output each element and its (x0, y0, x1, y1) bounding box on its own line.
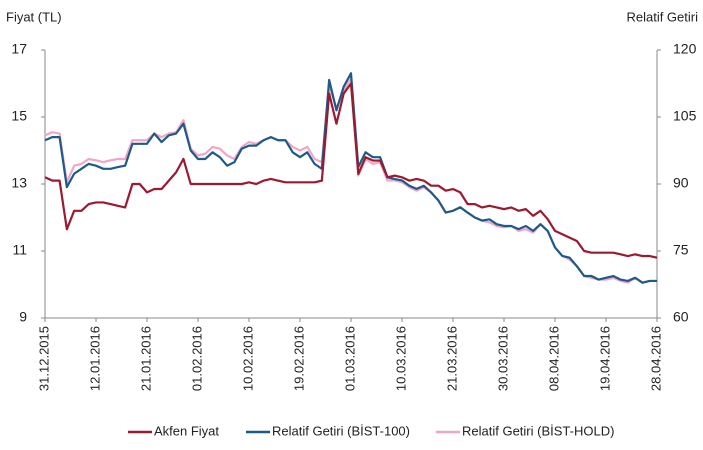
x-tick-label: 01.02.2016 (189, 326, 204, 391)
series-line (44, 82, 658, 259)
y-tick-label: 11 (12, 242, 27, 258)
x-tick-label: 28.04.2016 (648, 326, 663, 391)
legend-label: Relatif Getiri (BİST-HOLD) (462, 423, 614, 438)
y-tick-label: 13 (11, 175, 27, 191)
x-tick-label: 21.01.2016 (138, 326, 153, 391)
x-tick-label: 12.01.2016 (87, 326, 102, 391)
x-tick-label: 10.03.2016 (393, 326, 408, 391)
x-tick-label: 19.02.2016 (291, 326, 306, 391)
series-line (44, 72, 657, 284)
y-tick-label: 9 (19, 309, 27, 325)
y-tick-label: 15 (11, 108, 27, 124)
y-axis-label: Fiyat (TL) (6, 9, 62, 24)
series-line (44, 77, 657, 284)
x-tick-label: 01.03.2016 (342, 326, 357, 391)
y2-axis-label: Relatif Getiri (626, 9, 698, 24)
y-tick-label: 17 (11, 41, 27, 57)
y2-tick-label: 90 (673, 175, 689, 191)
y2-tick-label: 105 (673, 108, 697, 124)
x-tick-label: 10.02.2016 (240, 326, 255, 391)
legend-label: Akfen Fiyat (154, 423, 219, 438)
y2-tick-label: 60 (673, 309, 689, 325)
x-tick-label: 08.04.2016 (546, 326, 561, 391)
x-tick-label: 30.03.2016 (495, 326, 510, 391)
y2-tick-label: 75 (673, 242, 689, 258)
legend-label: Relatif Getiri (BİST-100) (272, 423, 410, 438)
y2-tick-label: 120 (673, 41, 697, 57)
x-tick-label: 21.03.2016 (444, 326, 459, 391)
x-tick-label: 19.04.2016 (597, 326, 612, 391)
x-tick-label: 31.12.2015 (36, 326, 51, 391)
